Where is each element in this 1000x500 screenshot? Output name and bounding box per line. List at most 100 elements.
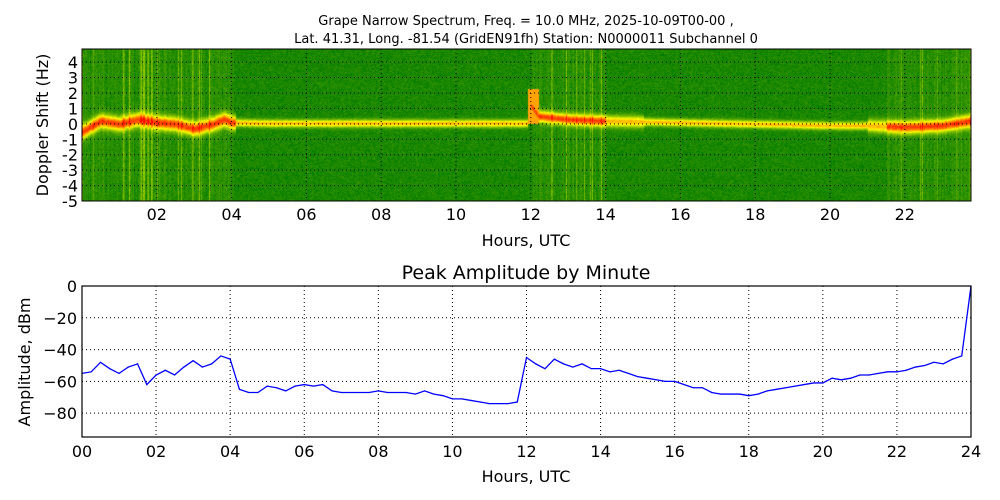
- amplitude-data-point: [748, 395, 750, 397]
- amplitude-xtick-label: 12: [516, 442, 536, 461]
- spectrogram-xtick-label: 12: [521, 205, 541, 224]
- spectrogram-ytick-label: -5: [62, 192, 78, 211]
- amplitude-xtick-label: 14: [590, 442, 610, 461]
- amplitude-data-point: [599, 368, 602, 370]
- amplitude-data-point: [646, 377, 648, 379]
- amplitude-data-point: [386, 391, 389, 394]
- spectrogram-axes-frame: [81, 48, 972, 202]
- amplitude-points: [81, 285, 972, 405]
- amplitude-data-point: [424, 390, 426, 392]
- amplitude-xtick-label: 20: [813, 442, 833, 461]
- amplitude-data-point: [99, 361, 102, 363]
- amplitude-data-point: [516, 401, 518, 403]
- amplitude-data-point: [655, 379, 657, 381]
- amplitude-data-point: [220, 355, 222, 357]
- amplitude-data-point: [674, 380, 676, 382]
- amplitude-data-point: [377, 390, 379, 392]
- amplitude-data-point: [924, 364, 926, 367]
- amplitude-ytick-label: −60: [43, 372, 77, 391]
- spectrogram-xtick-label: 10: [446, 205, 466, 224]
- amplitude-data-point: [711, 391, 713, 394]
- amplitude-data-point: [822, 382, 824, 384]
- amplitude-data-point: [155, 374, 157, 376]
- amplitude-data-point: [174, 374, 176, 376]
- spectrogram-xtick-label: 18: [745, 205, 765, 224]
- amplitude-data-point: [442, 395, 444, 397]
- amplitude-ticks: 00 02 04 06 08 10 12 14 16 18 20 22 24 0 −20 −40 −60 −80: [43, 277, 981, 461]
- amplitude-data-point: [553, 358, 555, 360]
- spectrogram-xtick-label: 16: [670, 205, 690, 224]
- spectrogram-ytick-label: -2: [62, 146, 78, 165]
- amplitude-data-point: [257, 391, 259, 394]
- spectrogram-title-line2: Lat. 41.31, Long. -81.54 (GridEN91fh) St…: [294, 32, 758, 47]
- amplitude-data-point: [405, 391, 407, 394]
- amplitude-data-point: [118, 372, 120, 375]
- amplitude-data-point: [164, 369, 166, 371]
- amplitude-data-point: [507, 403, 509, 405]
- spectrogram-xtick-label: 06: [296, 205, 316, 224]
- amplitude-xtick-label: 02: [146, 442, 166, 461]
- spectrogram-ytick-label: -1: [62, 130, 78, 149]
- amplitude-axes-frame: [81, 285, 972, 438]
- amplitude-xlabel: Hours, UTC: [482, 467, 571, 486]
- amplitude-ylabel: Amplitude, dBm: [15, 298, 34, 427]
- amplitude-data-point: [775, 388, 778, 390]
- amplitude-data-point: [738, 393, 741, 395]
- amplitude-data-point: [794, 385, 796, 387]
- spectrogram-xtick-label: 14: [595, 205, 615, 224]
- amplitude-data-point: [183, 366, 185, 368]
- spectrogram-ylabel: Doppler Shift (Hz): [33, 54, 52, 197]
- amplitude-data-point: [294, 385, 296, 387]
- amplitude-data-point: [535, 363, 537, 365]
- spectrogram-xtick-label: 22: [895, 205, 915, 224]
- amplitude-data-point: [729, 393, 731, 395]
- spectrogram-ytick-label: 2: [68, 84, 78, 103]
- amplitude-data-point: [692, 387, 694, 389]
- amplitude-xtick-label: 06: [294, 442, 314, 461]
- amplitude-data-point: [590, 368, 592, 370]
- amplitude-data-point: [498, 403, 500, 405]
- spectrogram-ytick-label: -4: [62, 177, 78, 196]
- amplitude-data-point: [627, 372, 629, 375]
- amplitude-data-point: [840, 379, 842, 381]
- amplitude-data-point: [812, 382, 815, 384]
- amplitude-data-point: [461, 398, 463, 400]
- spectrogram-ytick-label: -3: [62, 161, 78, 180]
- amplitude-data-point: [211, 363, 213, 365]
- amplitude-data-point: [303, 383, 305, 386]
- amplitude-data-point: [572, 366, 574, 368]
- amplitude-xtick-label: 10: [442, 442, 462, 461]
- amplitude-data-point: [887, 371, 889, 373]
- amplitude-data-point: [322, 383, 324, 386]
- amplitude-xtick-label: 24: [961, 442, 981, 461]
- amplitude-data-point: [285, 390, 287, 392]
- amplitude-data-point: [683, 383, 685, 386]
- amplitude-ytick-label: 0: [67, 277, 77, 296]
- amplitude-data-point: [146, 383, 148, 386]
- amplitude-data-point: [451, 398, 454, 400]
- amplitude-data-point: [90, 371, 92, 373]
- amplitude-data-point: [266, 385, 268, 387]
- amplitude-data-point: [340, 391, 342, 394]
- amplitude-data-point: [136, 363, 139, 365]
- amplitude-data-point: [942, 363, 944, 365]
- amplitude-data-point: [544, 368, 546, 370]
- amplitude-ytick-label: −40: [43, 341, 77, 360]
- amplitude-data-point: [331, 390, 333, 392]
- amplitude-data-point: [859, 374, 861, 376]
- amplitude-data-point: [312, 385, 315, 387]
- amplitude-data-point: [877, 372, 879, 375]
- spectrogram-ytick-label: 0: [68, 115, 78, 134]
- amplitude-data-point: [720, 393, 722, 395]
- amplitude-data-point: [664, 380, 667, 382]
- amplitude-series-line: [81, 285, 972, 405]
- amplitude-data-point: [414, 393, 416, 395]
- spectrogram-xtick-label: 04: [221, 205, 241, 224]
- amplitude-data-point: [470, 399, 472, 402]
- amplitude-data-point: [905, 369, 907, 371]
- spectrogram-xtick-label: 02: [147, 205, 167, 224]
- spectrogram-ytick-label: 1: [68, 99, 78, 118]
- doppler-spectrogram: [82, 49, 971, 201]
- amplitude-xtick-label: 18: [739, 442, 759, 461]
